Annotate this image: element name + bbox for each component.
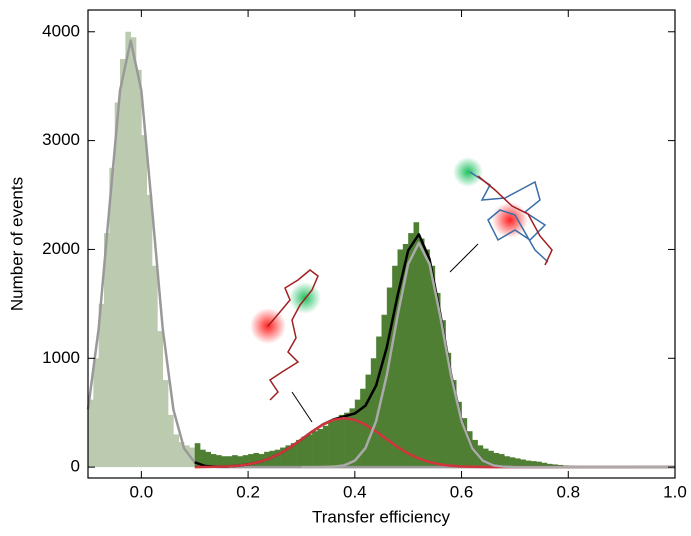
histogram-bar: [136, 70, 142, 467]
histogram-bar: [360, 389, 366, 467]
histogram-bar: [349, 408, 355, 467]
histogram-bar: [275, 450, 281, 467]
histogram-bar: [307, 434, 313, 467]
histogram-bar: [339, 415, 345, 467]
histogram-bar: [317, 429, 323, 467]
histogram-bar: [163, 380, 169, 467]
histogram-bar: [419, 239, 425, 468]
x-tick-label: 0.0: [130, 482, 154, 501]
y-tick-label: 3000: [42, 130, 80, 149]
x-tick-label: 0.2: [236, 482, 260, 501]
histogram-bar: [152, 266, 158, 467]
histogram-bar: [88, 400, 94, 467]
histogram-bar: [120, 59, 126, 467]
x-axis-label: Transfer efficiency: [312, 507, 450, 526]
histogram-bar: [131, 37, 137, 467]
x-tick-label: 0.4: [343, 482, 367, 501]
y-tick-label: 4000: [42, 21, 80, 40]
histogram-bar: [365, 375, 371, 468]
histogram-bar: [147, 195, 153, 467]
histogram-bar: [312, 431, 318, 467]
histogram-bar: [141, 135, 147, 467]
y-tick-label: 0: [71, 457, 80, 476]
histogram-bar: [414, 222, 420, 467]
histogram-bar: [173, 434, 179, 467]
histogram-bar: [333, 418, 339, 467]
y-tick-label: 1000: [42, 348, 80, 367]
histogram-bar: [301, 437, 307, 467]
pointer: [450, 244, 478, 272]
y-axis-label: Number of events: [7, 177, 26, 311]
plot-area: [88, 10, 675, 478]
histogram-bar: [424, 249, 430, 467]
histogram-bar: [323, 426, 329, 467]
histogram-bar: [157, 331, 163, 467]
histogram-bar: [344, 413, 350, 467]
y-tick-label: 2000: [42, 239, 80, 258]
histogram-bar: [371, 358, 377, 467]
histogram-bar: [168, 415, 174, 467]
histogram-bar: [328, 421, 334, 467]
x-tick-label: 0.6: [450, 482, 474, 501]
histogram-bar: [408, 233, 414, 467]
histogram-bar: [216, 455, 222, 467]
histogram-bar: [115, 103, 121, 468]
histogram-bar: [483, 449, 489, 468]
x-tick-label: 0.8: [556, 482, 580, 501]
green-dye: [453, 157, 483, 187]
histogram-bar: [430, 266, 436, 467]
pointer: [292, 392, 312, 422]
histogram-bar: [93, 358, 99, 467]
histogram-bar: [125, 32, 131, 467]
histogram-bar: [253, 453, 259, 467]
x-tick-label: 1.0: [663, 482, 687, 501]
